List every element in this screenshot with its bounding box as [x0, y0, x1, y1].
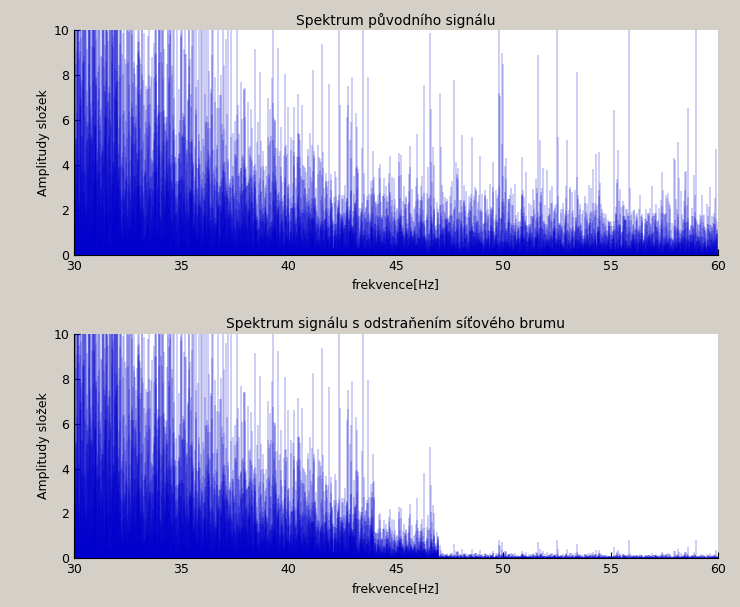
Y-axis label: Amplitudy složek: Amplitudy složek: [38, 393, 50, 500]
Title: Spektrum signálu s odstraňením síťového brumu: Spektrum signálu s odstraňením síťového …: [226, 316, 565, 331]
X-axis label: frekvence[Hz]: frekvence[Hz]: [352, 582, 440, 595]
Y-axis label: Amplitudy složek: Amplitudy složek: [38, 89, 50, 196]
X-axis label: frekvence[Hz]: frekvence[Hz]: [352, 279, 440, 291]
Title: Spektrum původního signálu: Spektrum původního signálu: [296, 13, 496, 28]
